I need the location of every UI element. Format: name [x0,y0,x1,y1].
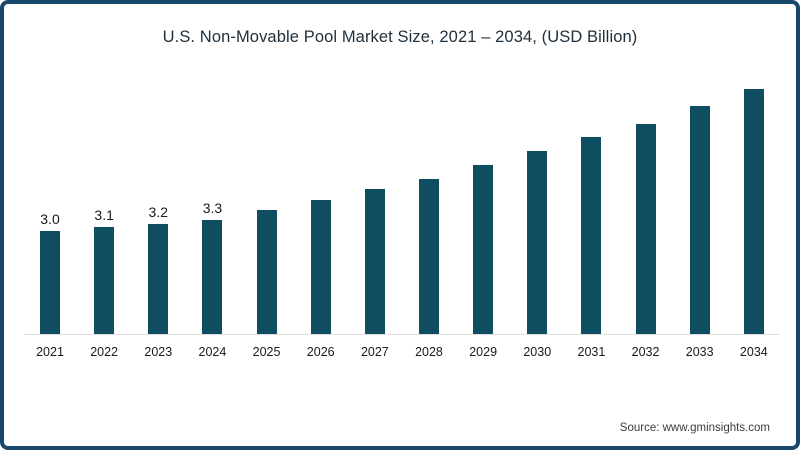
bar-2032 [635,123,656,334]
bar-2021: 3.0 [40,211,60,334]
bar-2026 [310,199,331,334]
bar-2025 [256,209,277,334]
bar-2029 [473,164,494,334]
chart-title: U.S. Non-Movable Pool Market Size, 2021 … [162,28,638,46]
x-axis-label-2030: 2030 [523,345,552,359]
bar-value-label-2024: 3.3 [202,200,223,217]
bar-2033 [689,106,710,334]
x-axis-label-2028: 2028 [415,345,443,359]
x-axis-label-2032: 2032 [631,345,660,359]
x-axis-label-2026: 2026 [306,345,335,359]
plot-area: 3.0 3.1 3.2 3.3 [40,72,764,334]
bar-2028 [418,178,439,334]
x-axis-label-2029: 2029 [469,345,498,359]
bar-value-label-2023: 3.2 [148,203,169,220]
bar-2030 [527,151,548,334]
x-axis-label-2027: 2027 [360,345,389,359]
x-axis-label-2034: 2034 [739,345,768,359]
x-axis-label-2033: 2033 [685,345,714,359]
x-axis-label-2023: 2023 [144,345,173,359]
bar-2023: 3.2 [148,204,169,334]
x-axis-labels: 2021 2022 2023 2024 2025 2026 2027 2028 2029 2030… [36,345,768,359]
bar-2034 [743,89,764,334]
x-axis-label-2025: 2025 [252,345,281,359]
x-axis-label-2021: 2021 [36,345,64,359]
bar-2031 [581,137,602,334]
bar-2022: 3.1 [94,207,115,334]
bar-2027 [364,189,385,334]
x-axis-label-2024: 2024 [198,345,227,359]
x-axis-label-2022: 2022 [90,345,119,359]
x-axis-label-2031: 2031 [577,345,606,359]
bar-2024: 3.3 [202,200,223,334]
source-note: Source: www.gminsights.com [619,422,770,434]
bar-value-label-2022: 3.1 [94,207,114,223]
bar-value-label-2021: 3.0 [40,210,60,227]
x-axis-line [24,334,780,335]
